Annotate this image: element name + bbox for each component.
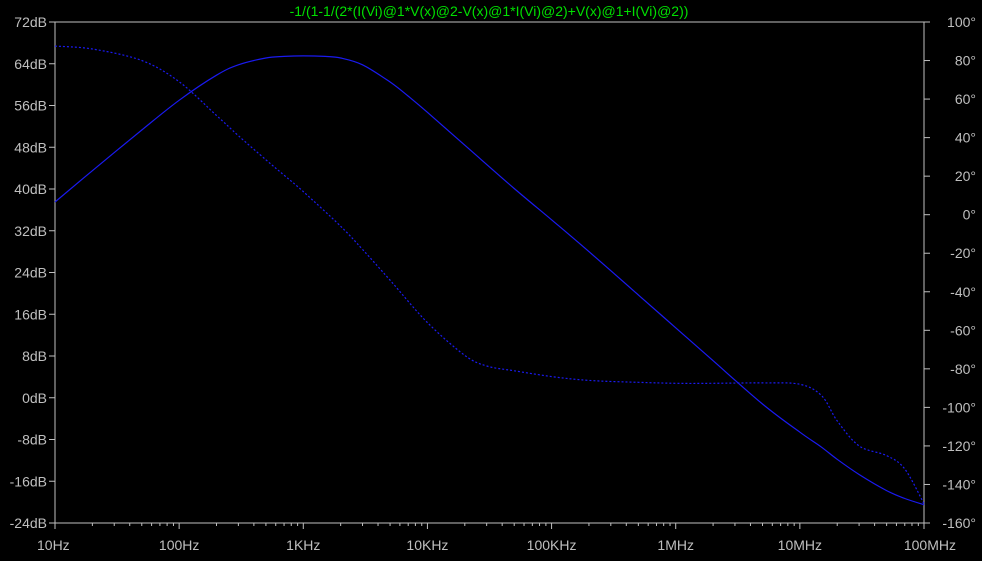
chart-title: -1/(1-1/(2*(I(Vi)@1*V(x)@2-V(x)@1*I(Vi)@… [290,3,689,19]
traces [54,45,925,506]
left-tick-label: 24dB [14,265,47,281]
left-tick-label: 0dB [22,390,47,406]
right-tick-label: 0° [963,207,976,223]
left-tick-label: 72dB [14,14,47,30]
left-tick-label: 48dB [14,139,47,155]
left-tick-label: -8dB [17,432,47,448]
right-tick-label: -100° [942,399,976,415]
left-tick-label: 64dB [14,56,47,72]
right-tick-label: -40° [950,284,976,300]
left-tick-label: 40dB [14,181,47,197]
plot-frame [54,21,925,524]
right-tick-label: -20° [950,245,976,261]
left-tick-label: 8dB [22,348,47,364]
phase-trace [54,45,925,504]
x-tick-label: 10MHz [778,537,822,553]
right-tick-label: 80° [955,53,976,69]
left-tick-label: 16dB [14,306,47,322]
right-tick-label: 40° [955,130,976,146]
right-tick-label: 100° [947,14,976,30]
x-tick-label: 1KHz [286,537,320,553]
left-tick-label: 56dB [14,98,47,114]
x-tick-label: 1MHz [657,537,694,553]
magnitude-trace [54,55,925,506]
x-tick-label: 100Hz [159,537,199,553]
x-axis: 10Hz 100Hz 1KHz 10KHz 100KHz 1MHz 10MHz 100MHz [37,523,956,553]
right-tick-label: -80° [950,361,976,377]
right-tick-label: -120° [942,438,976,454]
right-y-axis: 100° 80° 60° 40° 20° 0° -20° -40° -60° -80° -100° -… [924,14,976,531]
x-tick-label: 10Hz [37,537,70,553]
left-tick-label: -16dB [10,473,47,489]
left-y-axis: 72dB 64dB 56dB 48dB 40dB 32dB 24dB 16dB 8dB 0dB -8… [10,14,55,531]
x-tick-label: 100MHz [904,537,956,553]
right-tick-label: -160° [942,515,976,531]
x-tick-label: 10KHz [406,537,448,553]
right-tick-label: -140° [942,476,976,492]
right-tick-label: 20° [955,168,976,184]
right-tick-label: -60° [950,322,976,338]
left-tick-label: 32dB [14,223,47,239]
x-tick-label: 100KHz [527,537,577,553]
right-tick-label: 60° [955,91,976,107]
left-tick-label: -24dB [10,515,47,531]
